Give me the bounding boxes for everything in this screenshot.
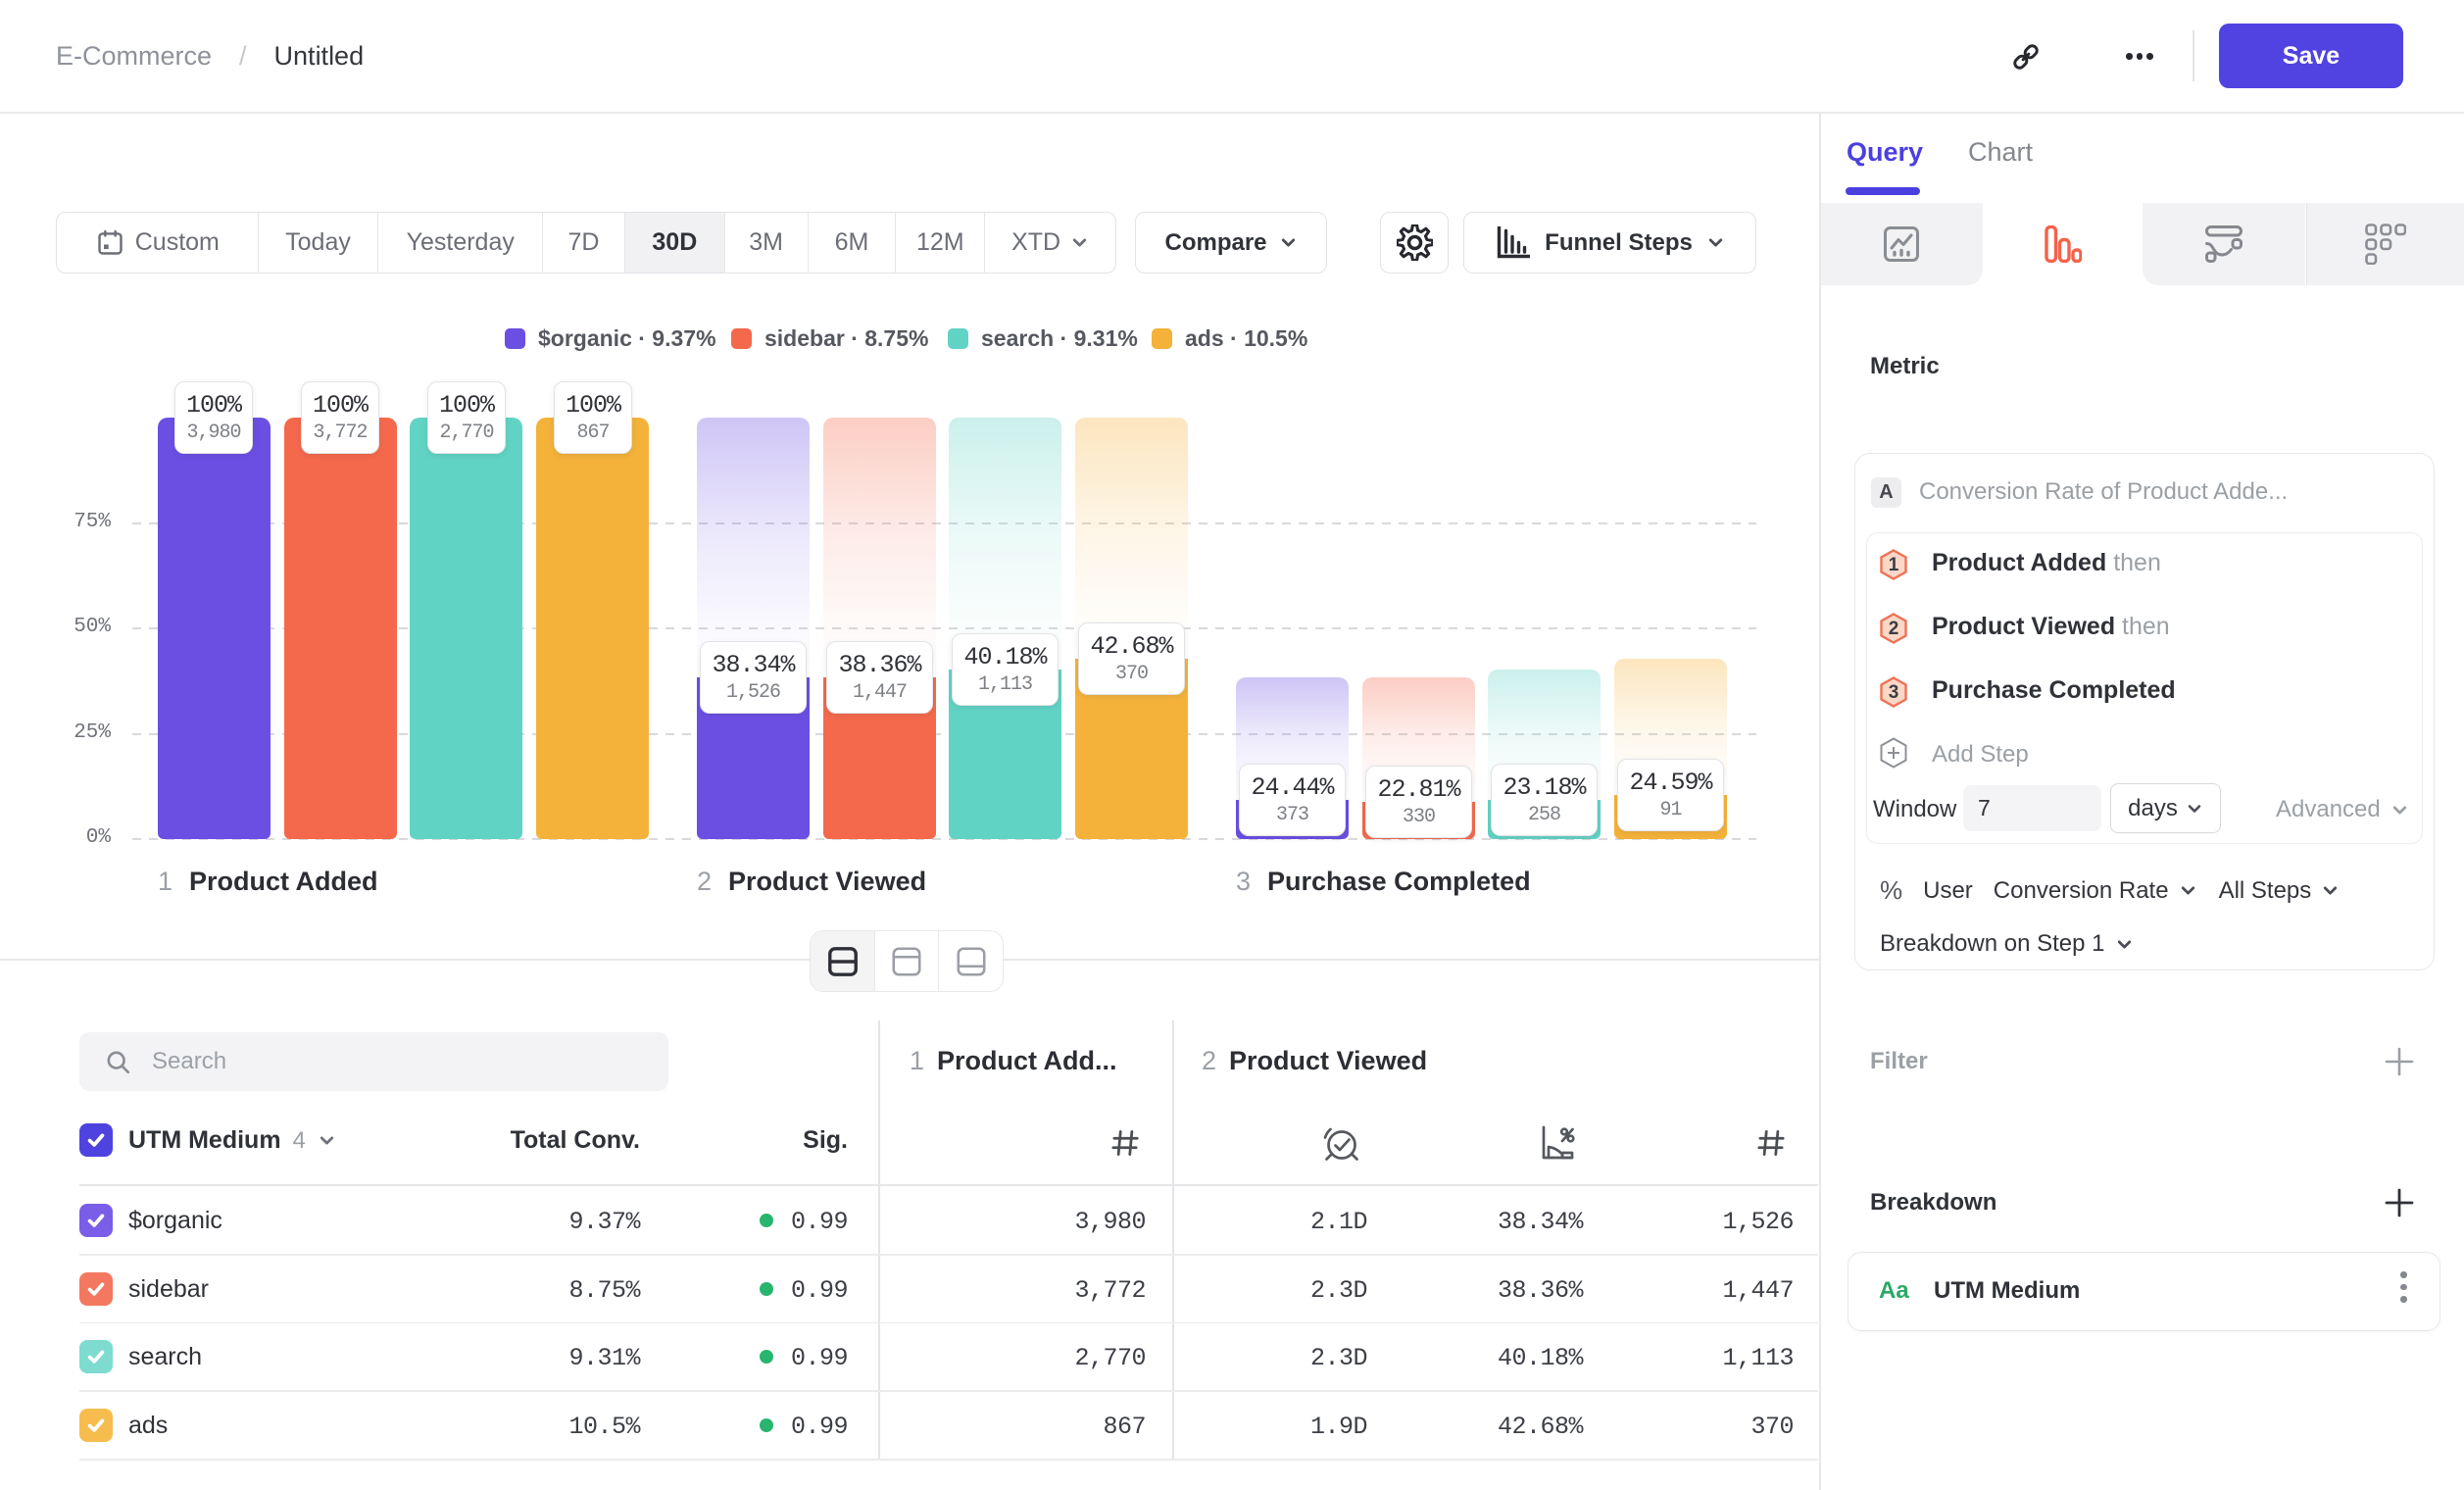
svg-text:2: 2 xyxy=(1889,619,1899,639)
svg-text:1: 1 xyxy=(1889,555,1899,575)
svg-text:3: 3 xyxy=(1889,682,1899,703)
